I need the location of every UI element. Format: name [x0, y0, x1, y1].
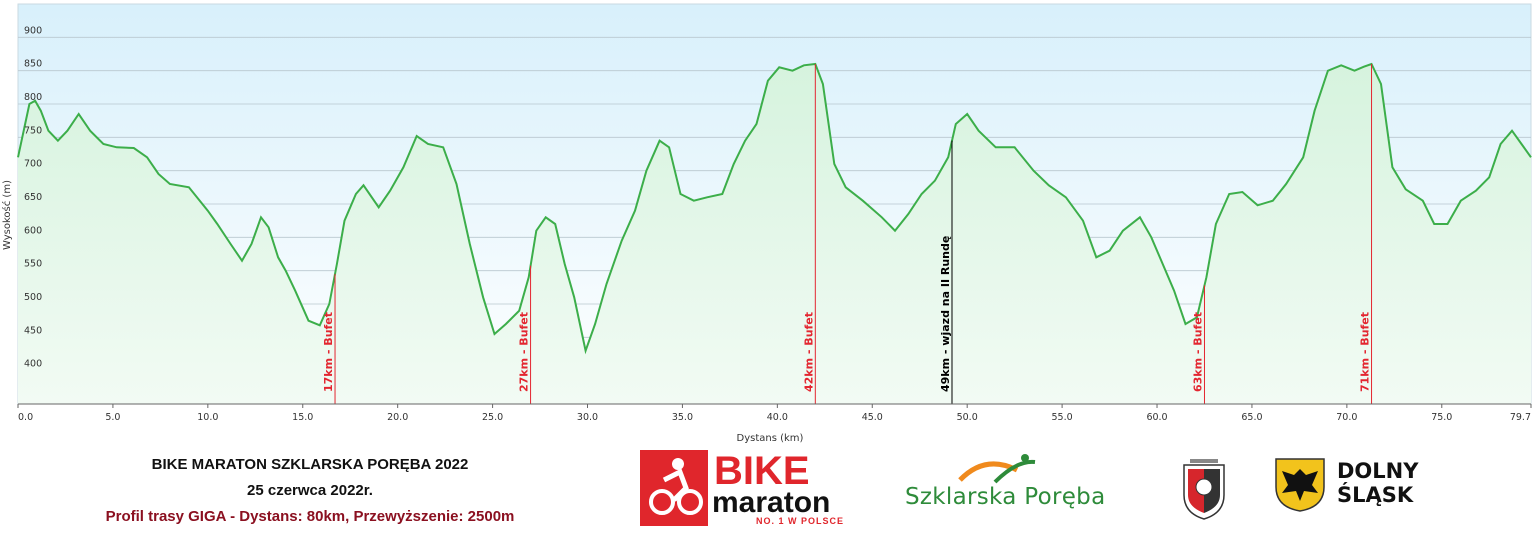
annotation-label: 17km - Bufet	[322, 312, 335, 392]
bike-maraton-logo: BIKE maraton NO. 1 W POLSCE	[640, 450, 844, 526]
elevation-area	[18, 64, 1531, 404]
slask-text: ŚLĄSK	[1337, 483, 1414, 507]
x-tick-label: 25.0	[482, 412, 503, 423]
annotations: 17km - Bufet 27km - Bufet 42km - Bufet 49km…	[322, 64, 1373, 404]
y-tick-label: 550	[24, 259, 42, 270]
x-tick-label: 10.0	[197, 412, 218, 423]
dolny-text: DOLNY	[1337, 459, 1419, 483]
race-caption: BIKE MARATON SZKLARSKA PORĘBA 2022 25 cz…	[40, 452, 580, 530]
annotation-label: 71km - Bufet	[1359, 312, 1372, 392]
race-title: BIKE MARATON SZKLARSKA PORĘBA 2022	[151, 456, 469, 473]
x-tick-label: 75.0	[1431, 412, 1452, 423]
silesian-eagle-icon	[1275, 458, 1325, 512]
bike-wheel-icon	[649, 489, 675, 515]
szklarska-swoosh-icon	[958, 454, 1036, 484]
annotation-label: 49km - wjazd na II Rundę	[939, 236, 952, 392]
x-tick-label: 40.0	[767, 412, 788, 423]
szklarska-logo-text: Szklarska Poręba	[905, 484, 1106, 510]
y-tick-label: 400	[24, 359, 42, 370]
y-tick-label: 650	[24, 192, 42, 203]
x-tick-label: 0.0	[18, 412, 33, 423]
cyclist-head-icon	[672, 458, 684, 470]
y-tick-label: 850	[24, 59, 42, 70]
x-axis-title: Dystans (km)	[737, 433, 804, 444]
y-ticks: 400 450 500 550 600 650 700 750 800 850 900	[24, 25, 42, 369]
x-tick-label: 45.0	[862, 412, 883, 423]
y-tick-label: 600	[24, 225, 42, 236]
bike-logo-top-text: BIKE	[714, 450, 810, 493]
x-tick-label: 65.0	[1241, 412, 1262, 423]
x-tick-label: 35.0	[672, 412, 693, 423]
y-tick-label: 800	[24, 92, 42, 103]
x-tick-label: 15.0	[292, 412, 313, 423]
bike-logo-bottom-text: maraton	[712, 486, 830, 519]
x-tick-label: 79.7	[1510, 412, 1531, 423]
elevation-chart: 17km - Bufet 27km - Bufet 42km - Bufet 49km…	[1, 3, 1532, 444]
cyclist-body-icon	[662, 468, 689, 502]
county-crest-icon	[1183, 459, 1225, 520]
y-tick-label: 750	[24, 125, 42, 136]
annotation-label: 42km - Bufet	[802, 312, 815, 392]
bike-logo-tagline: NO. 1 W POLSCE	[756, 516, 844, 526]
x-tick-label: 20.0	[387, 412, 408, 423]
bike-wheel-icon-2	[677, 489, 703, 515]
y-tick-label: 700	[24, 159, 42, 170]
szklarska-poreba-logo: Szklarska Poręba	[905, 448, 1135, 524]
y-axis-title: Wysokość (m)	[1, 180, 13, 250]
x-tick-label: 30.0	[577, 412, 598, 423]
annotation-label: 27km - Bufet	[518, 312, 531, 392]
route-profile-info: Profil trasy GIGA - Dystans: 80km, Przew…	[105, 508, 515, 525]
y-tick-label: 450	[24, 325, 42, 336]
y-tick-label: 500	[24, 292, 42, 303]
x-tick-label: 70.0	[1336, 412, 1357, 423]
x-ticks: 0.0 5.0 10.0 15.0 20.0 25.0 30.0 35.0 40.0 45.0 50…	[17, 404, 1532, 423]
elevation-line	[17, 62, 1532, 355]
x-tick-label: 5.0	[105, 412, 120, 423]
x-tick-label: 50.0	[957, 412, 978, 423]
dolny-slask-logo: DOLNY ŚLĄSK	[1274, 457, 1444, 517]
x-tick-label: 55.0	[1052, 412, 1073, 423]
x-tick-label: 60.0	[1146, 412, 1167, 423]
race-date: 25 czerwca 2022r.	[247, 482, 373, 499]
y-tick-label: 900	[24, 25, 42, 36]
annotation-label: 63km - Bufet	[1191, 312, 1204, 392]
